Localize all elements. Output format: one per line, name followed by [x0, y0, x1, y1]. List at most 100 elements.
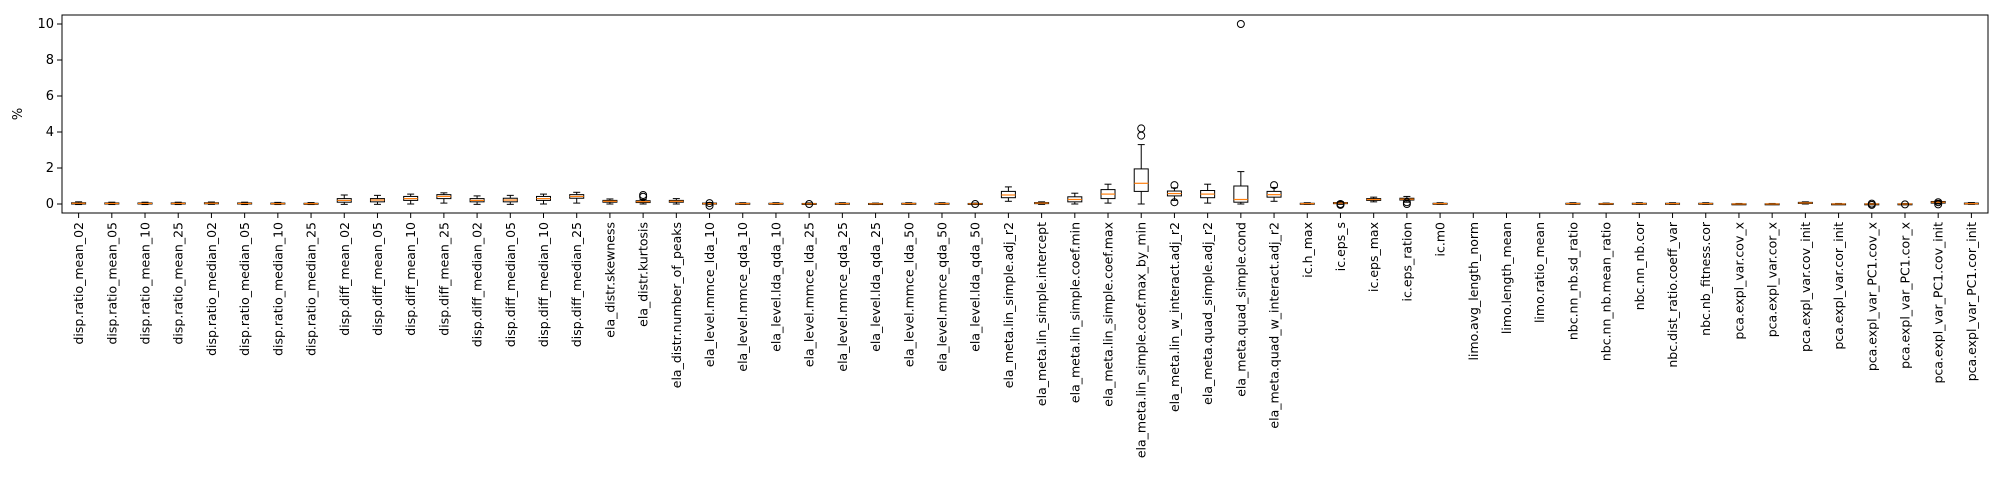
box-4 [203, 201, 219, 205]
box-50 [1731, 202, 1747, 206]
x-tick-label: ela_meta.lin_simple.coef.max_by_min [1134, 222, 1149, 458]
box-53 [1831, 202, 1847, 206]
x-tick-label: ela_level.mmce_lda_25 [802, 222, 817, 367]
outlier-point [705, 201, 714, 210]
x-tick-label: disp.diff_mean_10 [403, 222, 418, 336]
x-tick-label: disp.diff_mean_05 [370, 222, 385, 336]
outlier-point [1170, 181, 1179, 190]
x-tick-label: ela_meta.lin_simple.adj_r2 [1001, 222, 1016, 388]
x-tick-label: ela_meta.lin_simple.coef.min [1067, 222, 1082, 403]
outlier-point [639, 191, 648, 199]
y-axis: 0 2 4 6 8 10 [37, 17, 62, 212]
x-tick-label: disp.diff_mean_02 [337, 222, 352, 336]
box-26 [934, 202, 950, 205]
y-tick-label: 0 [46, 197, 54, 212]
box-11 [436, 192, 452, 204]
box-56 [1930, 198, 1946, 209]
box-25 [901, 202, 917, 205]
outlier-point [1137, 124, 1146, 133]
x-tick-label: ela_level.mmce_qda_10 [735, 222, 750, 372]
outlier-point [1867, 199, 1876, 208]
box-body [1133, 168, 1149, 192]
y-tick-label: 6 [46, 89, 54, 104]
box-15 [569, 191, 585, 204]
box-7 [303, 202, 319, 206]
box-20 [735, 202, 751, 205]
x-tick-label: nbc.nn_nb.mean_ratio [1599, 222, 1614, 361]
box-49 [1698, 202, 1714, 205]
box-31 [1100, 183, 1116, 204]
y-tick-label: 4 [46, 125, 54, 140]
x-tick-label: ela_level.lda_qda_50 [968, 222, 983, 352]
x-tick-label: limo.avg_length_norm [1466, 222, 1481, 361]
box-39 [1366, 196, 1382, 203]
x-tick-label: nbc.nb_fitness.cor [1698, 221, 1713, 336]
box-6 [270, 201, 286, 206]
x-tick-label: pca.expl_var.cor_init [1831, 222, 1846, 350]
box-3 [170, 201, 186, 206]
box-35 [1233, 20, 1249, 205]
box-32 [1133, 124, 1149, 205]
box-40 [1399, 195, 1415, 208]
box-30 [1067, 192, 1083, 205]
x-tick-label: disp.ratio_median_02 [204, 222, 219, 356]
y-tick-label: 10 [37, 17, 54, 32]
box-27 [967, 200, 983, 208]
box-21 [768, 202, 784, 205]
box-34 [1200, 183, 1216, 204]
x-tick-label: disp.ratio_mean_10 [138, 222, 153, 345]
box-16 [602, 198, 618, 205]
box-38 [1332, 200, 1348, 209]
x-tick-label: disp.ratio_mean_05 [104, 222, 119, 345]
box-52 [1797, 201, 1813, 205]
box-37 [1299, 202, 1315, 205]
x-tick-label: disp.diff_mean_25 [436, 222, 451, 336]
x-tick-label: limo.ratio_mean [1532, 222, 1547, 323]
outlier-point [805, 200, 814, 208]
box-46 [1598, 202, 1614, 206]
x-tick-label: ela_level.lda_qda_10 [768, 222, 783, 352]
x-tick-label: disp.diff_median_25 [569, 222, 584, 347]
outlier-point [1900, 200, 1909, 209]
box-9 [369, 194, 385, 205]
box-28 [1000, 186, 1016, 202]
box-57 [1963, 202, 1979, 205]
x-tick-label: nbc.nn_nb.cor [1632, 221, 1647, 310]
x-tick-label: ela_level.mmce_lda_10 [702, 222, 717, 367]
x-tick-label: limo.length_mean [1499, 222, 1514, 334]
x-tick-label: pca.expl_var_PC1.cov_init [1931, 222, 1946, 384]
x-tick-label: ic.eps_ration [1399, 222, 1414, 301]
y-tick-label: 2 [46, 161, 54, 176]
x-tick-label: ic.eps_max [1366, 222, 1381, 292]
box-14 [536, 193, 551, 205]
box-18 [668, 198, 684, 205]
box-1 [104, 201, 120, 206]
x-tick-label: ela_meta.quad_simple.adj_r2 [1200, 222, 1215, 405]
y-axis-label: % [11, 108, 26, 120]
x-axis: disp.ratio_mean_02 disp.ratio_mean_05 disp… [71, 213, 1979, 458]
box-29 [1034, 201, 1050, 205]
box-19 [702, 199, 718, 210]
x-tick-label: pca.expl_var.cov_init [1798, 222, 1813, 352]
box-23 [834, 202, 850, 205]
x-tick-label: ic.h_max [1300, 222, 1315, 278]
outlier-point [1336, 200, 1345, 208]
box-54 [1864, 199, 1880, 209]
x-tick-label: disp.ratio_median_25 [304, 222, 319, 356]
x-tick-label: ela_distr.number_of_peaks [669, 222, 684, 388]
x-tick-label: disp.diff_median_10 [536, 222, 551, 347]
x-tick-label: ela_meta.quad_w_interact.adj_r2 [1267, 222, 1282, 429]
box-group [71, 20, 1979, 210]
x-tick-label: disp.ratio_median_10 [270, 222, 285, 356]
box-47 [1631, 202, 1647, 205]
box-8 [336, 194, 352, 205]
x-tick-label: disp.ratio_mean_02 [71, 222, 86, 345]
outlier-point [705, 199, 714, 208]
box-45 [1565, 202, 1581, 205]
x-tick-label: ela_level.mmce_lda_50 [901, 222, 916, 367]
x-tick-label: disp.diff_median_05 [503, 222, 518, 347]
x-tick-label: pca.expl_var_PC1.cov_x [1864, 222, 1879, 371]
x-tick-label: ela_level.lda_qda_25 [868, 222, 883, 352]
